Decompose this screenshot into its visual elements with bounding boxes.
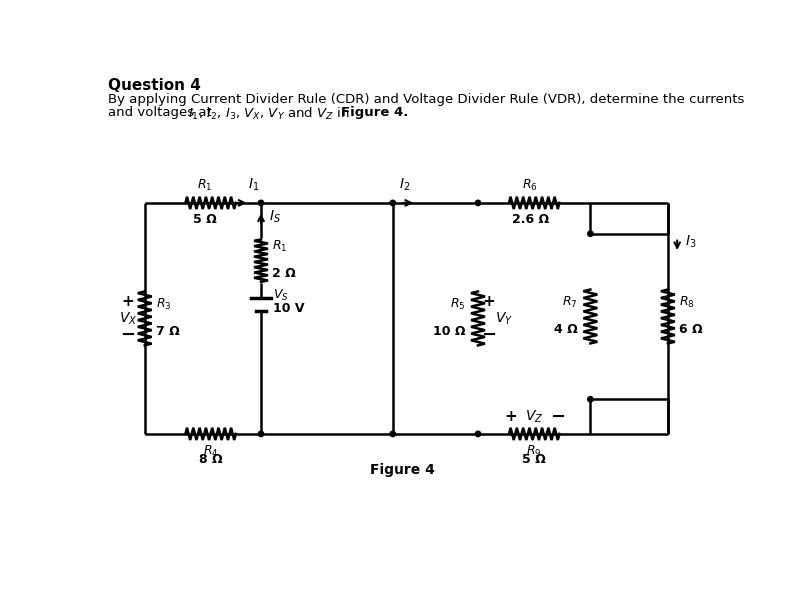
Text: 6 Ω: 6 Ω (679, 323, 703, 335)
Text: Figure 4: Figure 4 (370, 463, 435, 477)
Text: $V_X$: $V_X$ (119, 310, 137, 326)
Text: −: − (481, 326, 497, 344)
Text: $R_8$: $R_8$ (679, 295, 694, 310)
Text: 10 Ω: 10 Ω (433, 325, 465, 338)
Text: 10 V: 10 V (274, 302, 305, 315)
Text: $V_Z$: $V_Z$ (525, 409, 543, 425)
Text: +: + (121, 294, 134, 309)
Text: $R_1$: $R_1$ (272, 239, 287, 254)
Text: 4 Ω: 4 Ω (554, 323, 578, 335)
Text: $R_4$: $R_4$ (203, 444, 219, 459)
Circle shape (476, 431, 481, 437)
Text: $I_3$: $I_3$ (685, 233, 696, 250)
Text: $R_9$: $R_9$ (527, 444, 542, 459)
Text: $I_2$: $I_2$ (399, 176, 410, 193)
Text: By applying Current Divider Rule (CDR) and Voltage Divider Rule (VDR), determine: By applying Current Divider Rule (CDR) a… (108, 93, 744, 106)
Text: $I_S$: $I_S$ (269, 209, 281, 225)
Text: +: + (505, 409, 517, 424)
Circle shape (390, 200, 395, 206)
Text: $R_1$: $R_1$ (196, 178, 212, 193)
Text: $R_5$: $R_5$ (450, 297, 465, 312)
Text: $R_7$: $R_7$ (563, 295, 578, 310)
Text: −: − (120, 326, 135, 344)
Text: $R_3$: $R_3$ (156, 297, 171, 312)
Text: 2 Ω: 2 Ω (272, 267, 296, 280)
Circle shape (588, 397, 593, 402)
Circle shape (259, 431, 264, 437)
Text: 5 Ω: 5 Ω (193, 213, 216, 226)
Text: 2.6 Ω: 2.6 Ω (512, 213, 549, 226)
Text: +: + (483, 294, 495, 309)
Text: Figure 4.: Figure 4. (341, 106, 408, 119)
Text: $V_Y$: $V_Y$ (495, 310, 513, 326)
Text: $V_S$: $V_S$ (274, 288, 289, 303)
Circle shape (588, 231, 593, 236)
Circle shape (476, 200, 481, 206)
Text: 5 Ω: 5 Ω (523, 453, 546, 466)
Text: 7 Ω: 7 Ω (156, 325, 179, 338)
Text: $I_1$: $I_1$ (248, 176, 259, 193)
Circle shape (390, 431, 395, 437)
Text: −: − (550, 408, 565, 426)
Text: and voltages at: and voltages at (108, 106, 215, 119)
Text: 8 Ω: 8 Ω (199, 453, 222, 466)
Text: $I_1$, $I_2$, $I_3$, $V_X$, $V_Y$ and $V_Z$ in: $I_1$, $I_2$, $I_3$, $V_X$, $V_Y$ and $V… (188, 106, 351, 122)
Circle shape (259, 200, 264, 206)
Text: Question 4: Question 4 (108, 78, 200, 93)
Text: $R_6$: $R_6$ (523, 178, 538, 193)
